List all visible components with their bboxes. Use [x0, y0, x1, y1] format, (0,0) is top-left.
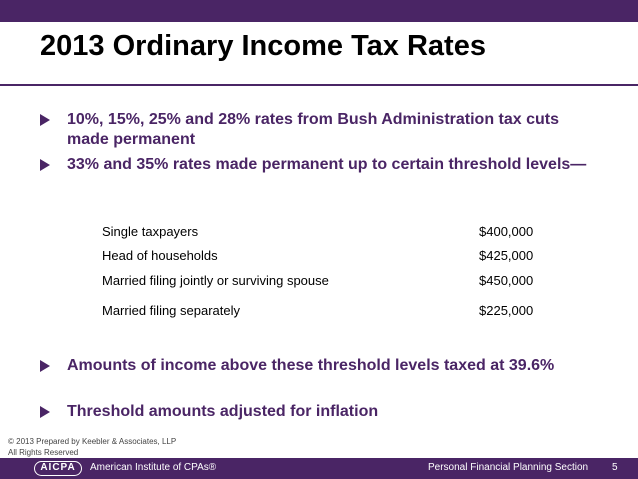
triangle-bullet-icon [40, 159, 50, 171]
page-number: 5 [612, 462, 618, 473]
rights-line: All Rights Reserved [8, 448, 79, 457]
section-name: Personal Financial Planning Section [428, 462, 589, 473]
footer-bar: AICPA American Institute of CPAs® Person… [0, 458, 638, 479]
copyright-line: © 2013 Prepared by Keebler & Associates,… [8, 437, 177, 446]
table-row: Married filing separately $225,000 [102, 303, 562, 323]
table-row: Head of households $425,000 [102, 248, 562, 268]
top-banner [0, 0, 638, 22]
bullet-text: Threshold amounts adjusted for inflation [67, 403, 379, 420]
filing-status-label: Head of households [102, 248, 218, 263]
organization-name: American Institute of CPAs® [90, 462, 217, 473]
threshold-amount: $400,000 [479, 224, 534, 239]
copyright-notice: © 2013 Prepared by Keebler & Associates,… [8, 436, 176, 458]
aicpa-logo: AICPA [34, 461, 82, 476]
filing-status-label: Single taxpayers [102, 224, 199, 239]
table-row: Single taxpayers $400,000 [102, 224, 562, 244]
triangle-bullet-icon [40, 360, 50, 372]
bullet-text: 10%, 15%, 25% and 28% rates from Bush Ad… [67, 111, 560, 148]
bullet-text: Amounts of income above these threshold … [67, 357, 555, 374]
triangle-bullet-icon [40, 406, 50, 418]
triangle-bullet-icon [40, 114, 50, 126]
filing-status-label: Married filing separately [102, 303, 241, 318]
title-divider [0, 84, 638, 86]
table-row: Married filing jointly or surviving spou… [102, 273, 562, 293]
threshold-amount: $425,000 [479, 248, 534, 263]
bullet-text: 33% and 35% rates made permanent up to c… [67, 156, 587, 173]
threshold-amount: $450,000 [479, 273, 534, 288]
threshold-amount: $225,000 [479, 303, 534, 318]
filing-status-label: Married filing jointly or surviving spou… [102, 273, 329, 288]
slide-title: 2013 Ordinary Income Tax Rates [40, 30, 486, 62]
